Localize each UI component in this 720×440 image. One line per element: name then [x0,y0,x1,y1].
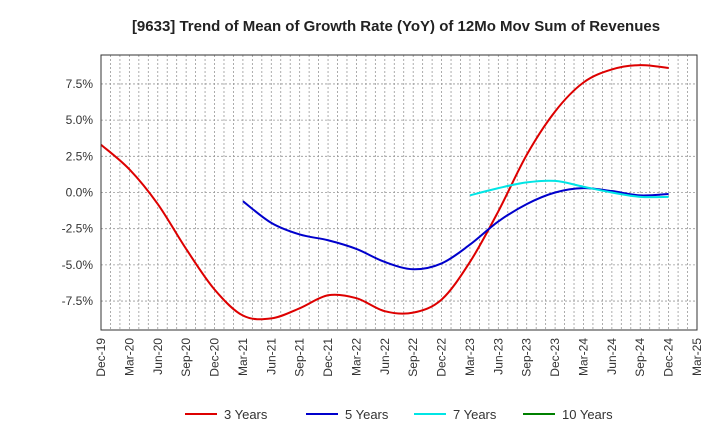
x-tick-label: Jun-21 [264,338,278,375]
y-tick-label: 0.0% [66,186,94,200]
y-axis-ticks: 7.5% 5.0% 2.5% 0.0% -2.5% -5.0% -7.5% [62,77,94,308]
x-tick-label: Mar-25 [690,338,704,376]
y-tick-label: -7.5% [62,294,94,308]
x-tick-label: Sep-20 [179,338,193,377]
x-tick-label: Dec-24 [662,338,676,377]
series-line-7-years [469,179,669,199]
legend-label-5-years: 5 Years [345,407,389,422]
y-tick-label: 5.0% [66,113,94,127]
plot-frame [100,54,698,331]
legend: 3 Years 5 Years 7 Years 10 Years [185,407,613,422]
legend-label-10-years: 10 Years [562,407,613,422]
x-tick-label: Mar-21 [236,338,250,376]
x-tick-label: Jun-20 [151,338,165,375]
x-axis-ticks: Dec-19 Mar-20 Jun-20 Sep-20 Dec-20 Mar-21 Jun-… [94,338,704,377]
chart-title: [9633] Trend of Mean of Growth Rate (YoY… [132,18,660,35]
x-tick-label: Dec-21 [321,338,335,377]
x-tick-label: Sep-22 [406,338,420,377]
series-line-3-years [100,64,669,321]
x-tick-label: Sep-24 [633,338,647,377]
legend-label-3-years: 3 Years [224,407,268,422]
x-tick-label: Dec-22 [435,338,449,377]
series-lines [100,64,669,321]
x-tick-label: Sep-21 [293,338,307,377]
x-tick-label: Sep-23 [520,338,534,377]
y-tick-label: 2.5% [66,149,94,163]
x-tick-label: Jun-22 [378,338,392,375]
x-tick-label: Mar-20 [122,338,136,376]
y-tick-label: -5.0% [62,258,94,272]
x-tick-label: Dec-23 [548,338,562,377]
x-tick-label: Dec-20 [208,338,222,377]
x-tick-label: Mar-24 [576,338,590,376]
y-tick-label: 7.5% [66,77,94,91]
y-tick-label: -2.5% [62,222,94,236]
grid [101,55,697,330]
x-tick-label: Jun-24 [605,338,619,375]
x-tick-label: Jun-23 [491,338,505,375]
x-tick-label: Mar-23 [463,338,477,376]
legend-label-7-years: 7 Years [453,407,497,422]
x-tick-label: Mar-22 [349,338,363,376]
x-tick-label: Dec-19 [94,338,108,377]
